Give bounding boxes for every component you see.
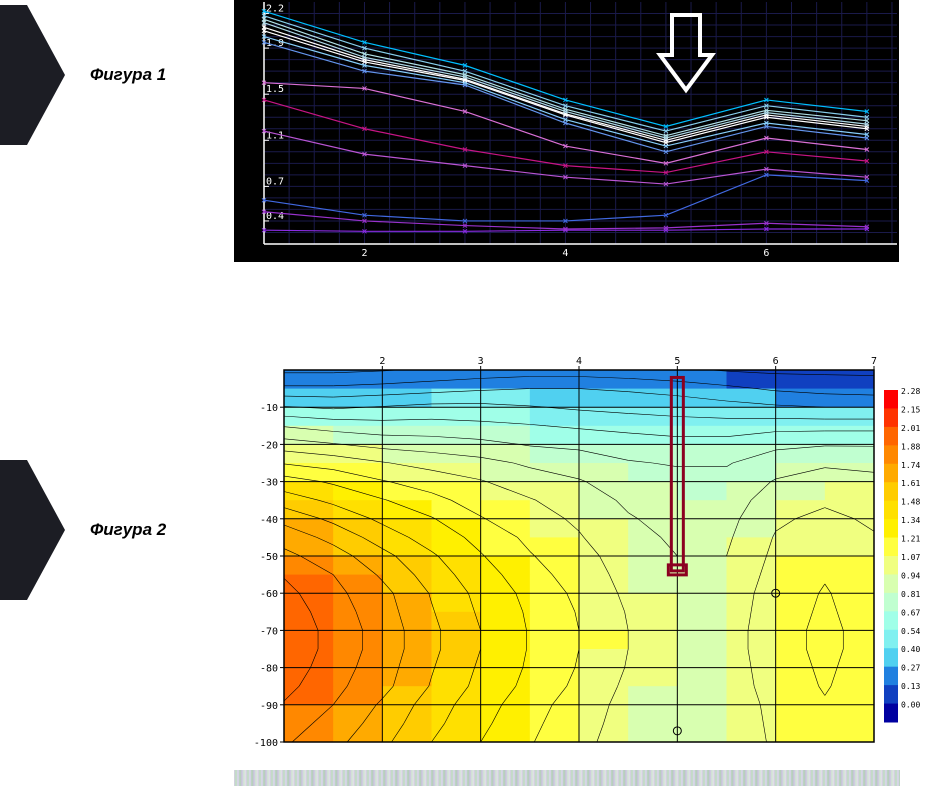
svg-text:-20: -20 [260,440,278,451]
svg-text:2: 2 [379,356,385,367]
svg-text:-30: -30 [260,478,278,489]
svg-text:-70: -70 [260,626,278,637]
svg-text:0.54: 0.54 [901,627,920,636]
svg-text:-80: -80 [260,664,278,675]
svg-text:2.15: 2.15 [901,405,920,414]
svg-text:0.94: 0.94 [901,571,920,580]
svg-text:4: 4 [576,356,582,367]
svg-text:0.7: 0.7 [266,176,284,187]
pentagon-shape-1 [0,5,65,145]
svg-text:0.00: 0.00 [901,701,920,710]
svg-text:1.61: 1.61 [901,479,920,488]
svg-text:2: 2 [361,248,367,259]
svg-text:-50: -50 [260,552,278,563]
svg-text:-10: -10 [260,403,278,414]
svg-text:6: 6 [773,356,779,367]
svg-text:1.48: 1.48 [901,498,920,507]
svg-text:1.21: 1.21 [901,535,920,544]
svg-text:0.81: 0.81 [901,590,920,599]
svg-text:-100: -100 [254,738,278,749]
svg-text:1.07: 1.07 [901,553,920,562]
svg-text:5: 5 [674,356,680,367]
svg-text:2.01: 2.01 [901,424,920,433]
svg-text:-40: -40 [260,515,278,526]
svg-text:7: 7 [871,356,877,367]
svg-text:0.67: 0.67 [901,608,920,617]
svg-text:1.5: 1.5 [266,84,284,95]
svg-text:0.13: 0.13 [901,682,920,691]
svg-text:1.74: 1.74 [901,461,920,470]
svg-text:3: 3 [478,356,484,367]
svg-text:2.28: 2.28 [901,387,920,396]
svg-text:4: 4 [562,248,568,259]
svg-text:-60: -60 [260,589,278,600]
figure2-contour: 2 3 4 5 6 7 -10 -20 -30 -40 -50 -60 -70 -80 -90 -100 2.2… [234,350,934,750]
pentagon-shape-2 [0,460,65,600]
figure1-chart: 0.40.71.11.51.92.2246 [234,0,899,262]
svg-text:-90: -90 [260,701,278,712]
figure1-label: Фигура 1 [90,65,166,85]
svg-text:0.40: 0.40 [901,645,920,654]
svg-text:6: 6 [763,248,769,259]
svg-text:1.34: 1.34 [901,516,920,525]
noise-strip [234,770,900,786]
figure2-label: Фигура 2 [90,520,166,540]
svg-text:0.27: 0.27 [901,664,920,673]
svg-text:1.88: 1.88 [901,442,920,451]
